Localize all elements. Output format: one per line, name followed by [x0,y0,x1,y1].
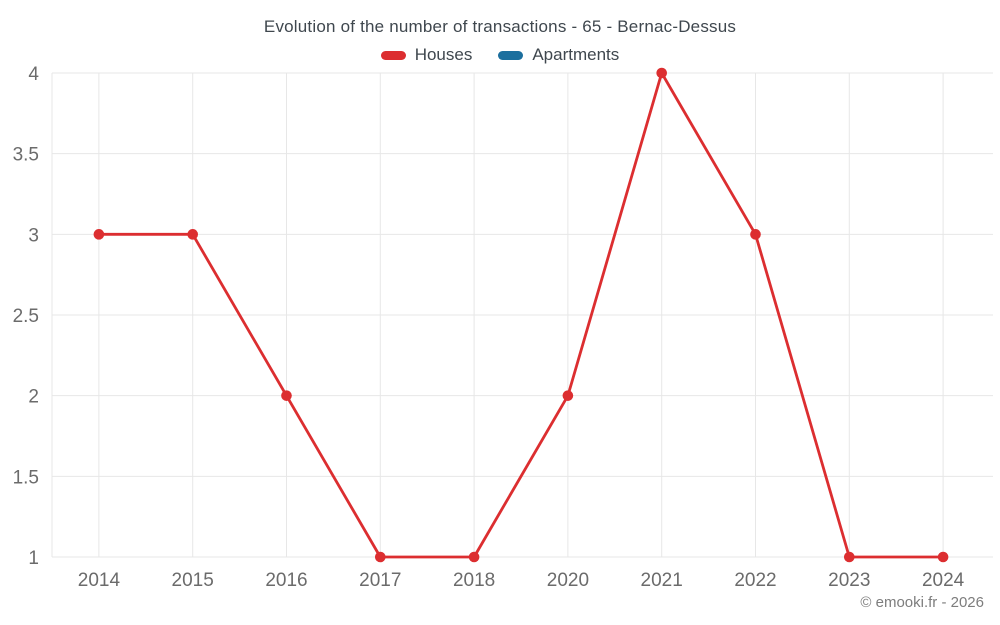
x-tick-label: 2024 [922,570,965,591]
y-tick-label: 2.5 [13,306,39,327]
data-point-houses [281,390,292,401]
series-line-houses [97,71,945,559]
y-tick-label: 3.5 [13,145,39,166]
data-point-houses [656,67,667,79]
data-point-houses [844,551,855,563]
data-point-houses [937,551,949,563]
houses-series-swatch-icon [380,50,406,60]
data-point-houses [562,390,574,401]
legend-label-apartments: Apartments [532,45,620,64]
x-tick-label: 2023 [828,570,870,591]
legend-item-houses[interactable]: Houses [380,45,473,65]
data-point-houses [468,551,480,563]
x-tick-label: 2022 [734,570,776,591]
data-point-houses [93,229,105,240]
data-point-houses [187,229,198,240]
chart-title: Evolution of the number of transactions … [263,17,737,36]
legend: Houses Apartments [0,45,1000,65]
x-tick-label: 2016 [265,570,307,591]
x-tick-label: 2018 [453,570,495,591]
x-tick-label: 2021 [641,570,683,591]
x-tick-label: 2014 [78,570,121,591]
y-tick-label: 4 [28,64,39,85]
y-tick-label: 1 [28,548,39,569]
data-point-houses [375,551,386,563]
copyright-footer: © emooki.fr - 2026 [860,594,984,611]
legend-item-apartments[interactable]: Apartments [498,45,619,65]
legend-label-houses: Houses [414,45,473,64]
apartments-series-swatch-icon [498,50,524,60]
data-point-houses [750,229,761,240]
x-tick-label: 2015 [172,570,214,591]
y-tick-label: 3 [28,225,39,246]
x-tick-label: 2017 [359,570,401,591]
y-tick-label: 2 [28,387,39,408]
y-tick-label: 1.5 [13,467,39,488]
x-tick-label: 2020 [547,570,589,591]
